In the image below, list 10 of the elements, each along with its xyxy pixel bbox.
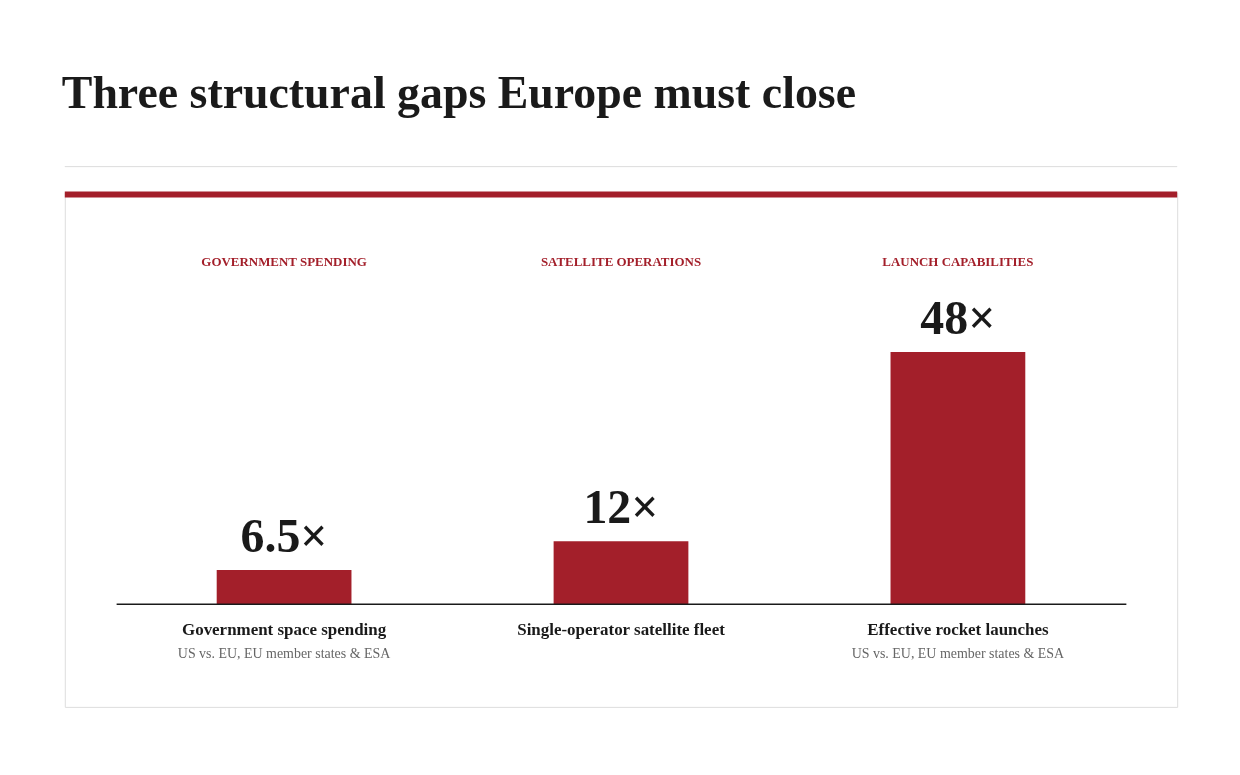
x-tick-label: Single-operator satellite fleet: [517, 620, 726, 640]
chart-title: Three structural gaps Europe must close: [61, 67, 856, 119]
category-label: Effective rocket launches US vs. EU, EU member states & ESA: [851, 620, 1065, 662]
text: LAUNCH CAPABILITIES: [882, 254, 1034, 270]
text: GOVERNMENT SPENDING: [201, 254, 367, 270]
data-label: 48×: [920, 291, 996, 345]
text: SATELLITE OPERATIONS: [540, 254, 702, 270]
category-label: Government space spending US vs. EU, EU member states & ESA: [177, 620, 391, 662]
data-label: 12×: [583, 480, 659, 534]
data-label: 6.5×: [240, 509, 328, 563]
